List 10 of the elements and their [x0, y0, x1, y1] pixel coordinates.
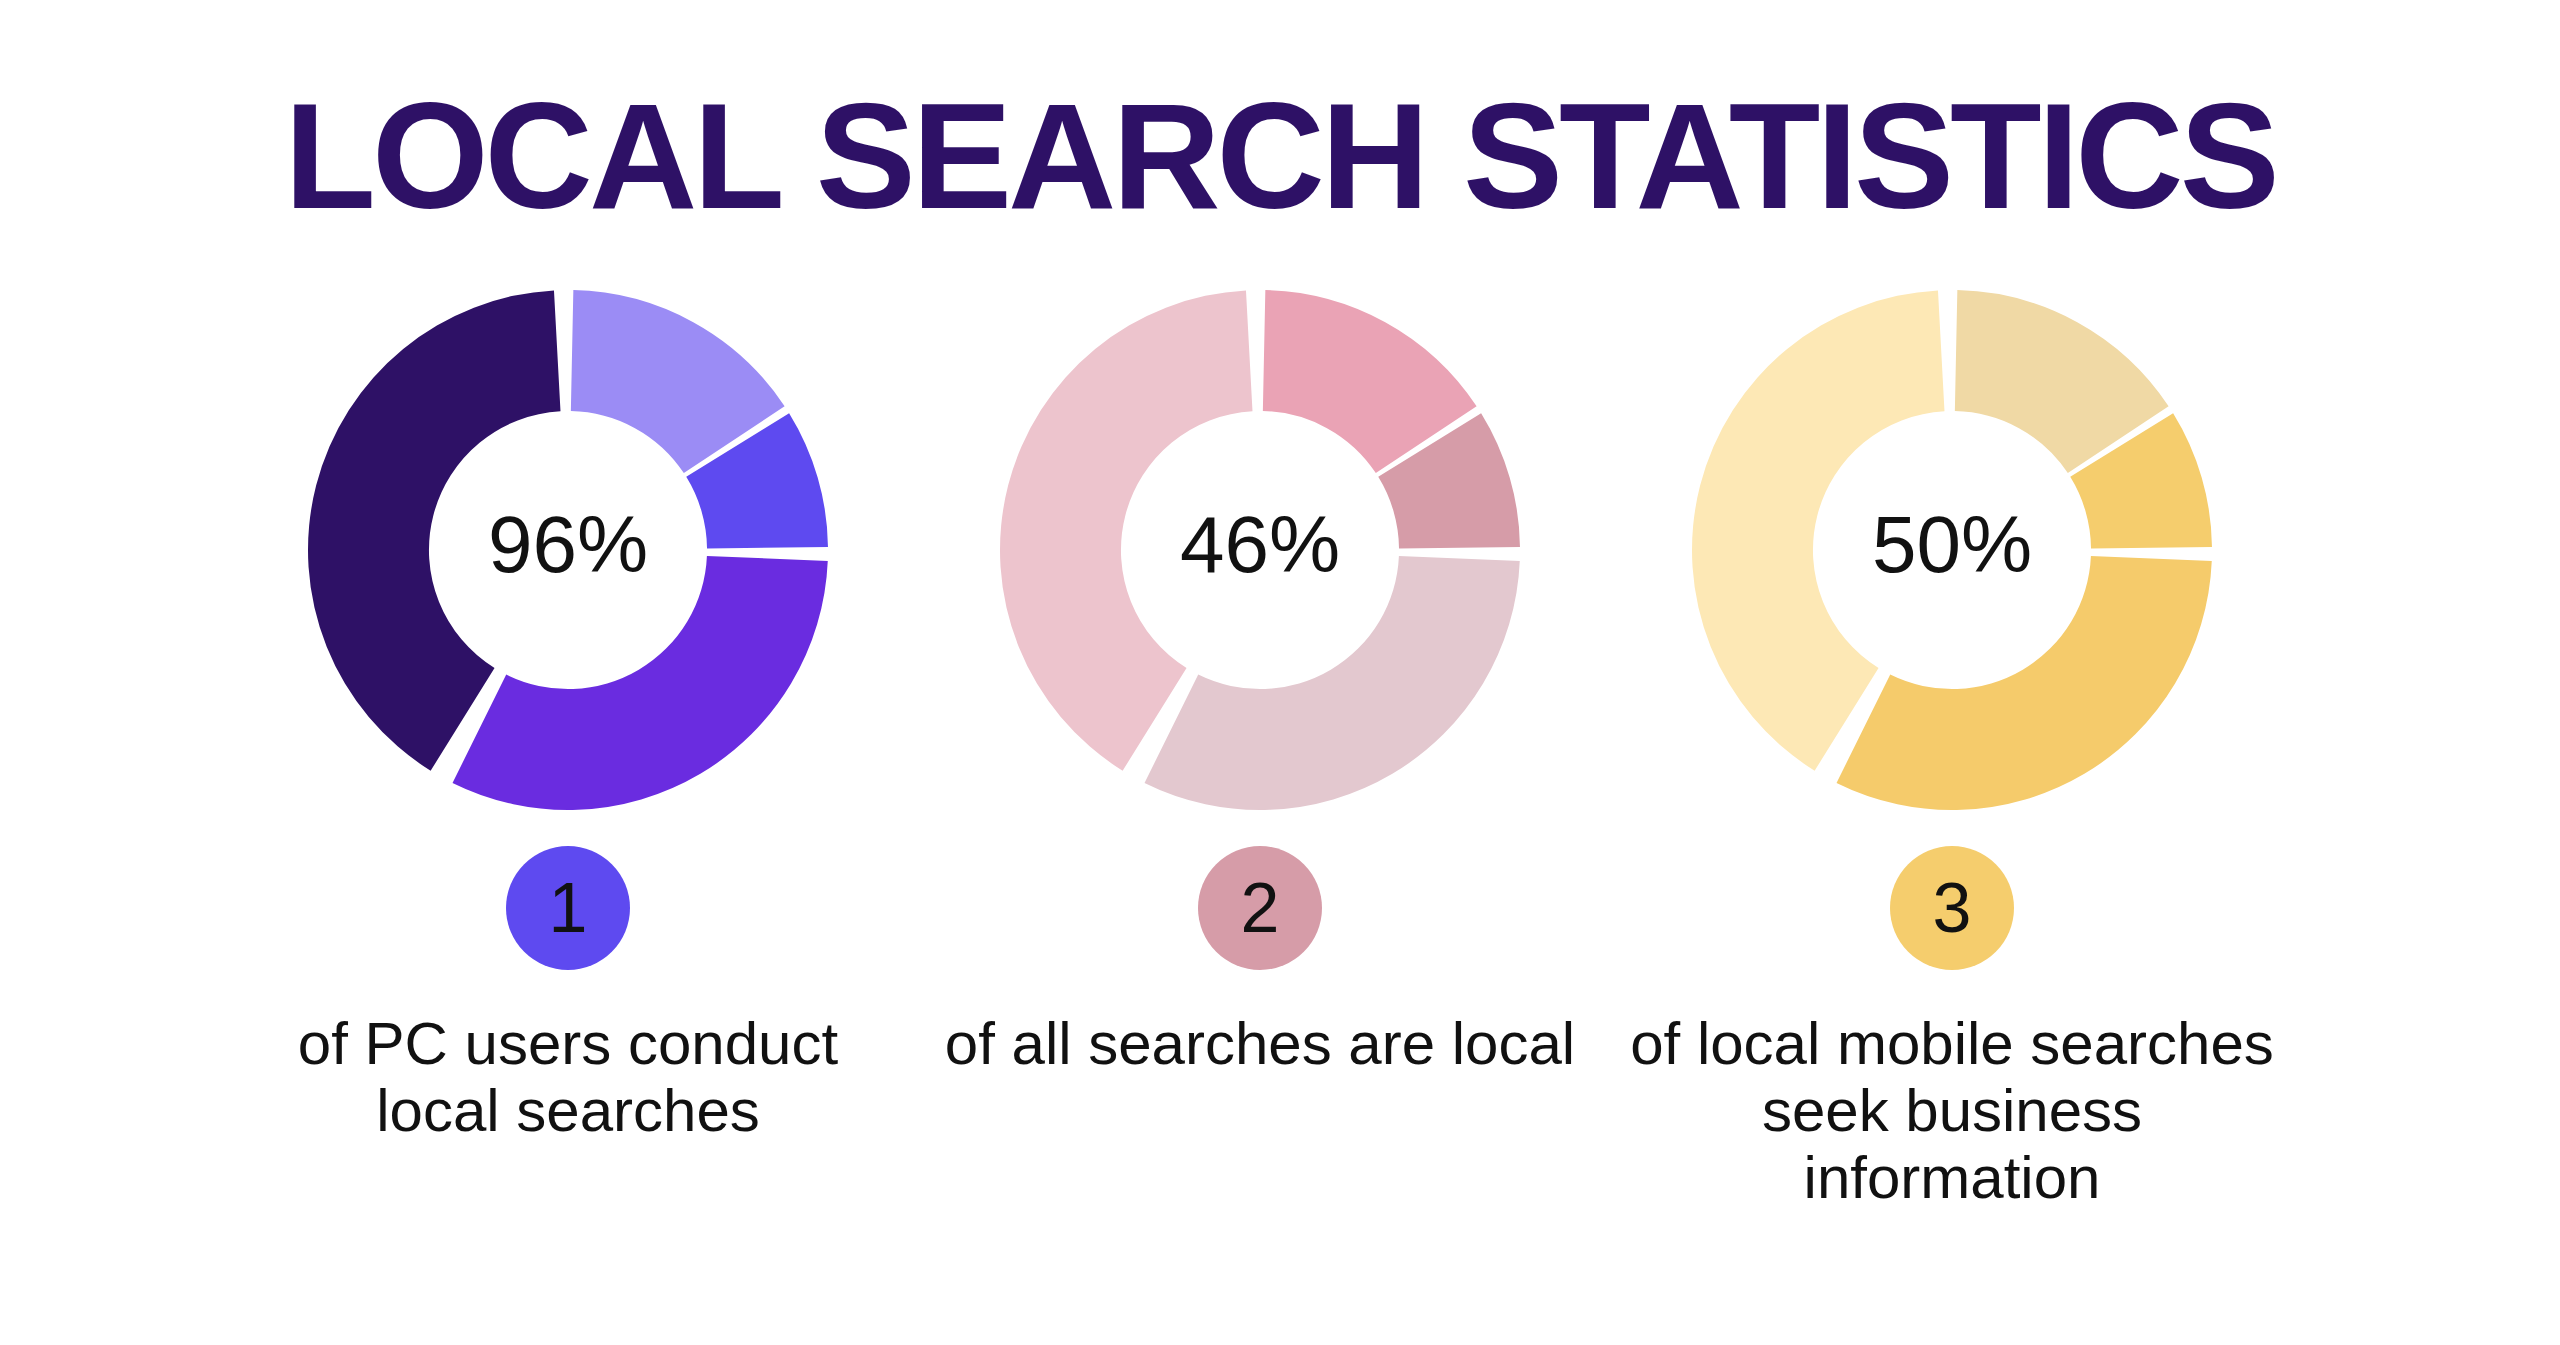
text: of all searches are local — [943, 1010, 1577, 1078]
circle-badge: 1 — [506, 846, 630, 970]
circle-badge: 2 — [1198, 846, 1322, 970]
text: of local mobile searches seek business information — [1629, 1010, 2275, 1212]
text: of PC users conduct local searches — [296, 1010, 840, 1145]
circle-badge: 3 — [1890, 846, 2014, 970]
text: 46% — [1179, 500, 1341, 590]
text: LOCAL SEARCH STATISTICS — [283, 71, 2277, 242]
text: 96% — [487, 500, 649, 590]
text: 50% — [1871, 500, 2033, 590]
